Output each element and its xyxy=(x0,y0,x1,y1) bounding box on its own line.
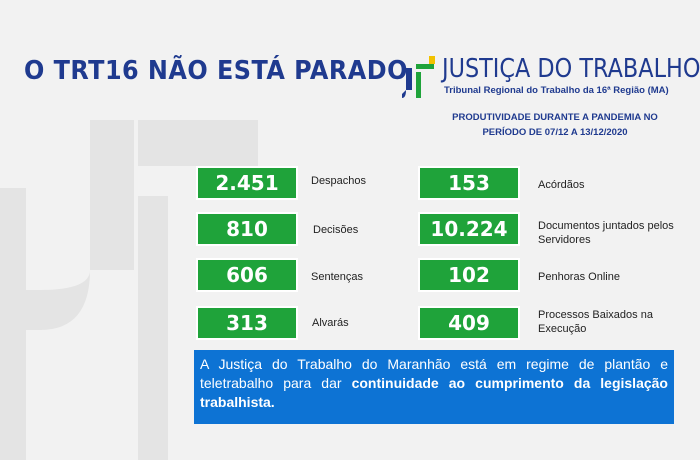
stat-decisoes-label: Decisões xyxy=(313,224,359,236)
stat-processos-value: 409 xyxy=(418,306,520,340)
stat-alvaras-label: Alvarás xyxy=(312,317,349,329)
brand-subtitle: Tribunal Regional do Trabalho da 16ª Reg… xyxy=(444,85,669,96)
stat-documentos-label: Documentos juntados pelos Servidores xyxy=(538,220,674,246)
justica-do-trabalho-logo: JUSTIÇA DO TRABALHO Tribunal Regional do… xyxy=(402,52,700,104)
stat-penhoras-value: 102 xyxy=(418,258,520,292)
stat-acordaos-value: 153 xyxy=(418,166,520,200)
stat-acordaos-label: Acórdãos xyxy=(538,179,585,191)
page-headline: O TRT16 NÃO ESTÁ PARADO xyxy=(24,56,408,86)
jt-emblem-icon xyxy=(402,56,435,98)
stat-penhoras-label: Penhoras Online xyxy=(538,271,620,283)
stat-despachos-value: 2.451 xyxy=(196,166,298,200)
notice-banner: A Justiça do Trabalho do Maranhão está e… xyxy=(194,350,674,424)
period-caption: PRODUTIVIDADE DURANTE A PANDEMIA NO PERÍ… xyxy=(452,112,658,138)
brand-title: JUSTIÇA DO TRABALHO xyxy=(442,54,700,84)
stat-documentos-value: 10.224 xyxy=(418,212,520,246)
stat-processos-label: Processos Baixados na Execução xyxy=(538,309,653,335)
stat-sentencas-value: 606 xyxy=(196,258,298,292)
notice-emphasis: continuidade ao cumprimento da legislaçã… xyxy=(200,375,668,410)
stat-sentencas-label: Sentenças xyxy=(311,271,363,283)
stat-despachos-label: Despachos xyxy=(311,175,367,187)
notice-text: A Justiça do Trabalho do Maranhão está e… xyxy=(200,356,668,391)
stat-decisoes-value: 810 xyxy=(196,212,298,246)
stat-alvaras-value: 313 xyxy=(196,306,298,340)
